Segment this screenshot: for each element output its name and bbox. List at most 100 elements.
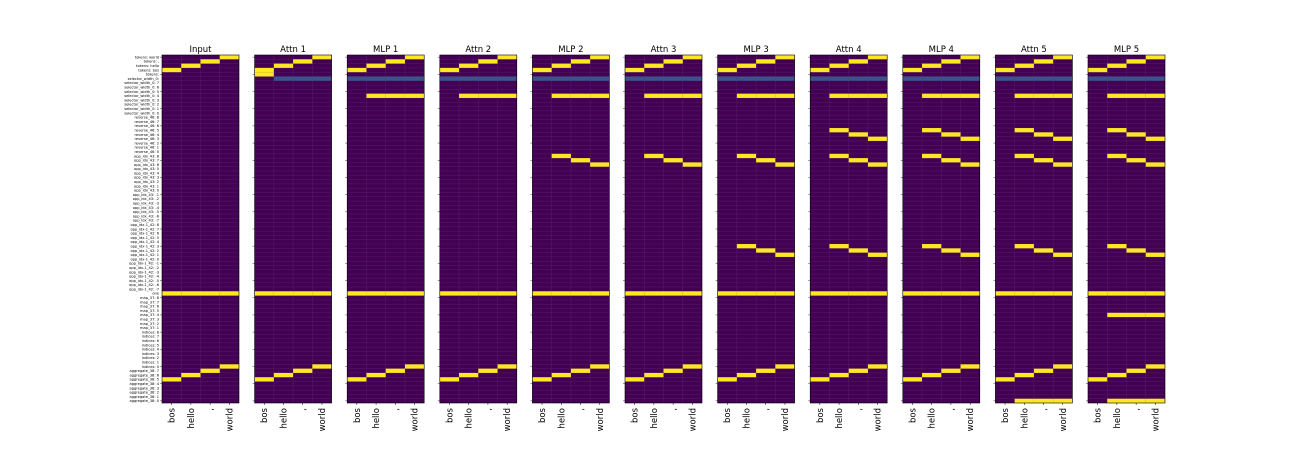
heatmap-cell: [347, 76, 367, 81]
heatmap-cell: [273, 291, 294, 296]
heatmap-cell: [497, 93, 517, 98]
y-axis-label: indices: 1: [142, 360, 159, 364]
x-tick-label: world: [874, 408, 884, 431]
heatmap-cell: [404, 55, 425, 60]
heatmap-cell: [829, 128, 849, 133]
heatmap-panel: Input bos hello, world: [160, 45, 240, 431]
heatmap-cell: [439, 291, 460, 296]
heatmap-cell: [219, 55, 239, 60]
y-axis-label: reverse_46: 7: [134, 120, 159, 124]
y-axis-label: opp_idx-1_42: 2: [130, 249, 159, 253]
heatmap-cell: [644, 291, 664, 296]
heatmap-cell: [867, 291, 888, 296]
heatmap-cell: [1053, 55, 1073, 60]
y-axis-label: opp_idx-1_42: 8: [130, 223, 159, 227]
heatmap-cell: [829, 372, 849, 378]
heatmap-cell: [570, 158, 591, 163]
y-axis-label: aggregate_38: 7: [130, 369, 160, 373]
x-tick-label: world: [966, 408, 976, 431]
x-tick-label: world: [318, 408, 328, 431]
heatmap-cell: [459, 63, 479, 68]
heatmap-cell: [625, 67, 645, 73]
heatmap-cell: [293, 59, 313, 64]
x-tick-label: hello: [465, 408, 475, 429]
heatmap-cell: [312, 291, 332, 296]
y-axis-label: map_37: 5: [140, 309, 159, 313]
heatmap-cell: [922, 76, 942, 81]
heatmap-cell: [1053, 398, 1073, 403]
heatmap-cell: [775, 364, 795, 369]
heatmap-cell: [1126, 248, 1146, 253]
heatmap-cell: [941, 93, 961, 98]
panel-title: Attn 4: [836, 45, 862, 55]
heatmap-cell: [478, 93, 498, 98]
x-tick-label: ,: [854, 408, 864, 411]
heatmap-cell: [995, 291, 1015, 296]
heatmap-cell: [1033, 132, 1054, 137]
heatmap-cell: [293, 291, 313, 296]
heatmap-cell: [829, 244, 849, 249]
heatmap-cell: [848, 248, 868, 253]
heatmap-cell: [941, 132, 961, 137]
heatmap-cell: [902, 377, 923, 382]
y-axis-label: selector_width_0: 7: [124, 81, 159, 85]
heatmap-cell: [1145, 162, 1165, 167]
heatmap-cell: [551, 63, 571, 68]
heatmap-cell: [902, 76, 923, 81]
heatmap-cell: [1145, 312, 1165, 318]
heatmap-cell: [902, 291, 923, 296]
y-axis-label: map_37: 1: [140, 326, 159, 330]
x-tick-label: hello: [650, 408, 660, 429]
heatmap-cell: [663, 76, 683, 81]
heatmap-cell: [756, 368, 776, 373]
x-tick-label: world: [411, 408, 421, 431]
heatmap-cell: [1107, 244, 1127, 249]
heatmap-cell: [736, 76, 757, 81]
heatmap-cell: [717, 291, 737, 296]
y-axis-label: opp_idx_43: 6: [134, 163, 160, 167]
x-tick-label: world: [1151, 408, 1161, 431]
y-axis-label: opp_idx-1_42: -3: [129, 270, 159, 274]
heatmap-cell: [1107, 63, 1127, 68]
x-tick-label: bos: [631, 407, 641, 423]
heatmap-cell: [273, 76, 294, 81]
heatmap-cell: [1145, 291, 1165, 296]
heatmap-cell: [219, 291, 239, 296]
y-axis-label: selector_width_0: 1: [124, 107, 159, 111]
heatmap-cell: [922, 291, 942, 296]
heatmap-cell: [478, 59, 498, 64]
heatmap-cell: [682, 291, 702, 296]
heatmap-cell: [570, 368, 591, 373]
heatmap-cell: [960, 76, 980, 81]
heatmap-cell: [1145, 398, 1165, 403]
heatmap-cell: [312, 55, 332, 60]
heatmap-cell: [1033, 291, 1054, 296]
y-axis-label: opp_idx-1_42: 0: [130, 257, 159, 261]
heatmap-cell: [181, 291, 201, 296]
y-axis-label: aggregate_38: 5: [130, 378, 160, 382]
heatmap-cell: [775, 291, 795, 296]
heatmap-cell: [867, 93, 888, 98]
y-axis-label: map_37: 2: [140, 322, 159, 326]
heatmap-cell: [200, 291, 220, 296]
heatmap-cell: [551, 76, 571, 81]
heatmap-cell: [366, 372, 386, 378]
heatmap-cell: [385, 368, 405, 373]
y-axis-label: indices: 7: [142, 335, 159, 339]
heatmap-cell: [478, 368, 498, 373]
x-tick-label: ,: [669, 408, 679, 411]
heatmap-cell: [941, 291, 961, 296]
heatmap-cell: [625, 291, 645, 296]
y-axis-label: opp_idx_43: 5: [134, 167, 159, 171]
heatmap-cell: [736, 372, 757, 378]
heatmap-cell: [404, 76, 425, 81]
heatmap-cell: [1107, 93, 1127, 98]
heatmap-cell: [644, 63, 664, 68]
heatmap-cell: [347, 67, 367, 73]
heatmap-cell: [775, 55, 795, 60]
x-tick-label: hello: [1113, 408, 1123, 429]
heatmap-cell: [848, 93, 868, 98]
heatmap-cell: [663, 291, 683, 296]
y-axis-label: indices: 0: [142, 365, 160, 369]
heatmap-cell: [682, 162, 702, 167]
